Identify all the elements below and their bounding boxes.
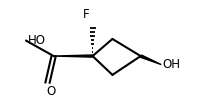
Polygon shape — [139, 55, 161, 65]
Text: HO: HO — [28, 34, 46, 47]
Text: O: O — [47, 85, 56, 98]
Text: F: F — [83, 8, 90, 21]
Text: OH: OH — [163, 58, 181, 71]
Polygon shape — [54, 55, 93, 57]
